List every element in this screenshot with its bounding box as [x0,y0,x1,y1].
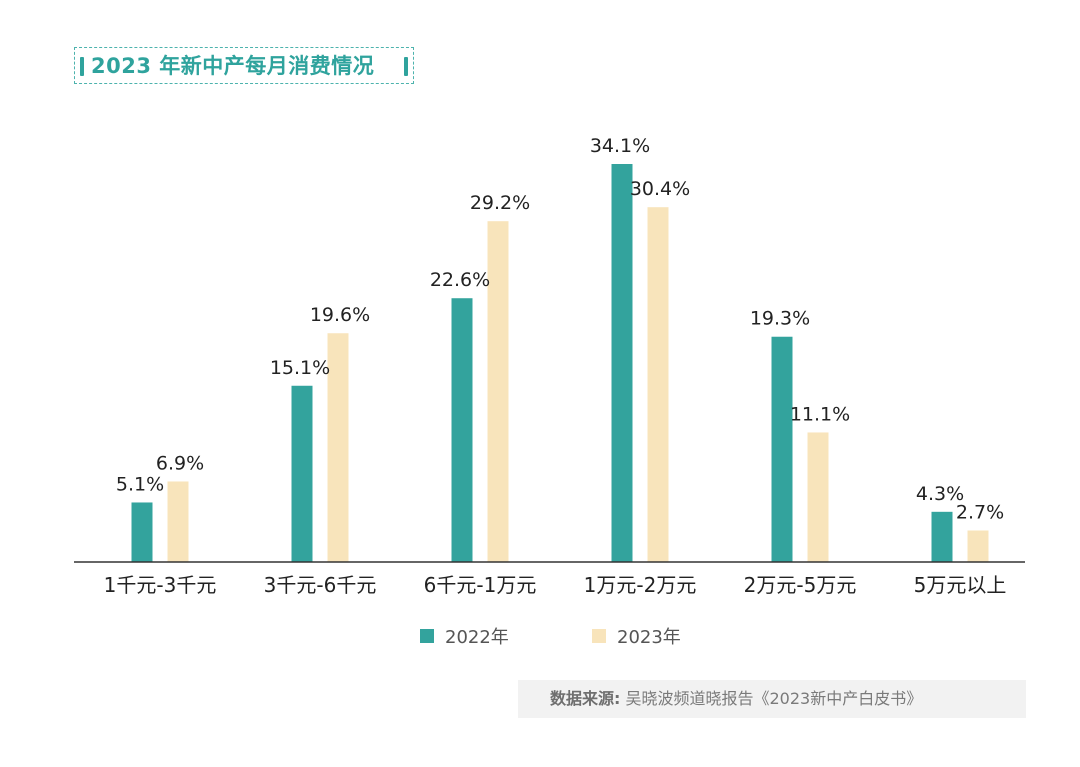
category-label-5: 5万元以上 [914,573,1007,597]
source-text: 吴晓波频道晓报告《2023新中产白皮书》 [625,689,923,708]
bar-2022-0 [131,502,153,562]
data-label-2023-3: 30.4% [630,178,690,200]
category-label-3: 1万元-2万元 [584,573,697,597]
bar-2022-1 [291,385,313,562]
legend: 2022年 2023年 [420,627,681,648]
bar-2023-5 [967,530,989,562]
data-label-2023-1: 19.6% [310,304,370,326]
legend-label-2023: 2023年 [617,627,681,648]
chart-title: 2023 年新中产每月消费情况 [91,54,375,78]
bar-2023-1 [327,333,349,562]
legend-label-2022: 2022年 [445,627,509,648]
bar-2023-0 [167,481,189,562]
category-label-2: 6千元-1万元 [424,573,537,597]
data-label-2023-5: 2.7% [956,501,1004,523]
bar-2023-2 [487,221,509,562]
bar-2022-4 [771,336,793,562]
title-left-bar [80,57,84,76]
bar-2022-2 [451,298,473,562]
labels-layer: 5.1%6.9% 1千元-3千元 15.1% 19.6% 3千元-6千元 22.6% 29.… [104,135,1007,597]
legend-swatch-2023 [592,629,606,643]
bars-layer [131,164,989,562]
bar-2022-5 [931,511,953,562]
category-label-4: 2万元-5万元 [744,573,857,597]
data-label-2023-4: 11.1% [790,403,850,425]
source-label: 数据来源: [550,689,621,708]
bar-2023-3 [647,207,669,562]
bar-2022-3 [611,164,633,562]
bar-2023-4 [807,432,829,562]
category-label-0: 1千元-3千元 [104,573,217,597]
data-label-2022-1: 15.1% [270,357,330,379]
data-label-2022-3: 34.1% [590,135,650,157]
data-label-2022-0: 5.1% [116,473,164,495]
data-label-2022-2: 22.6% [430,269,490,291]
legend-swatch-2022 [420,629,434,643]
source-box: 数据来源: 吴晓波频道晓报告《2023新中产白皮书》 [518,680,1026,718]
data-label-2023-0: 6.9% [156,452,204,474]
data-label-2022-4: 19.3% [750,308,810,330]
chart-title-box: 2023 年新中产每月消费情况 [74,47,414,84]
title-right-bar [404,57,408,76]
category-label-1: 3千元-6千元 [264,573,377,597]
data-label-2023-2: 29.2% [470,192,530,214]
source-note: 数据来源: 吴晓波频道晓报告《2023新中产白皮书》 [550,688,922,710]
data-label-2022-5: 4.3% [916,483,964,505]
